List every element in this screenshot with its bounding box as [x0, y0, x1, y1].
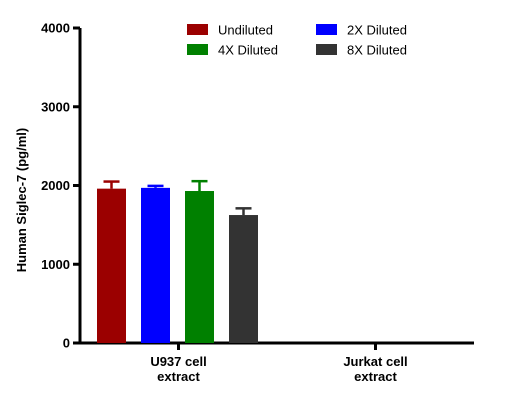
legend: Undiluted 2X Diluted 4X Diluted 8X Diluted — [187, 23, 407, 58]
bars — [97, 179, 258, 343]
legend-swatch — [187, 24, 208, 35]
legend-swatch — [316, 44, 337, 55]
legend-swatch — [187, 44, 208, 55]
legend-swatch — [316, 24, 337, 35]
y-tick-label: 1000 — [41, 257, 70, 272]
y-tick-label: 2000 — [41, 178, 70, 193]
bar — [229, 215, 258, 343]
x-category-label: U937 cell — [150, 354, 206, 369]
bar — [185, 191, 214, 343]
y-tick-label: 4000 — [41, 21, 70, 36]
bar — [97, 188, 126, 343]
y-tick-label: 3000 — [41, 99, 70, 114]
x-category-label: Jurkat cell — [343, 354, 407, 369]
bar — [141, 187, 170, 343]
y-axis-label: Human Siglec-7 (pg/ml) — [14, 128, 29, 272]
x-category-label: extract — [157, 369, 200, 384]
legend-label: Undiluted — [218, 23, 273, 38]
legend-label: 8X Diluted — [347, 43, 407, 58]
y-tick-label: 0 — [63, 336, 70, 351]
legend-label: 2X Diluted — [347, 23, 407, 38]
x-category-label: extract — [354, 369, 397, 384]
legend-label: 4X Diluted — [218, 43, 278, 58]
